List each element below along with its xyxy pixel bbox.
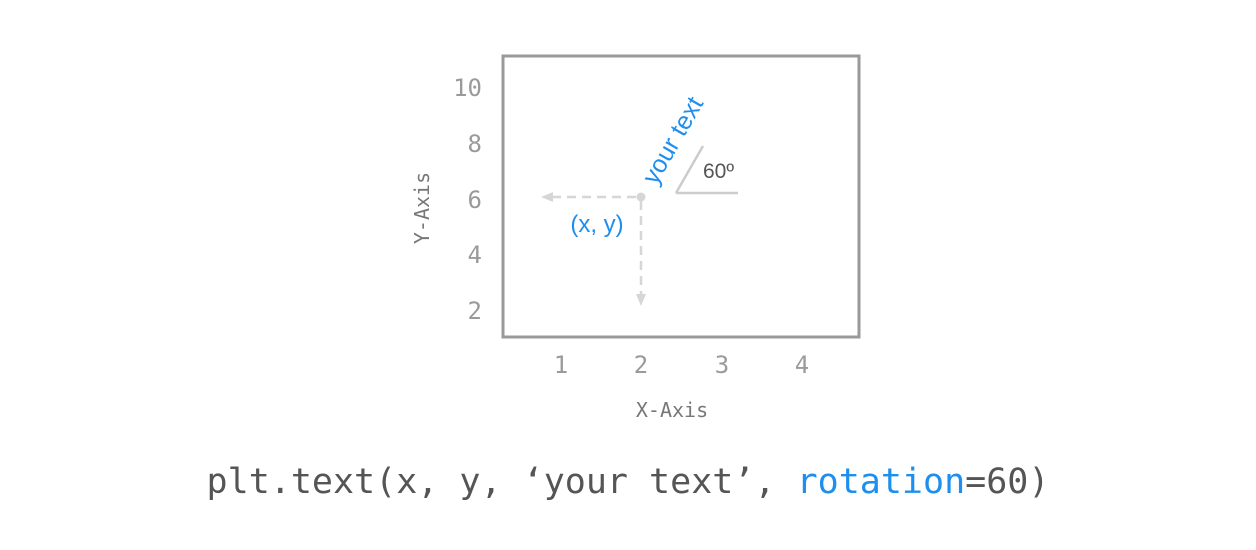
down-arrowhead-icon xyxy=(636,294,646,306)
anchor-point xyxy=(636,192,646,202)
y-tick-label: 10 xyxy=(453,74,482,102)
plot-frame xyxy=(501,54,861,339)
code-example: plt.text(x, y, ‘your text’, rotation=60) xyxy=(0,462,1256,502)
y-tick-label: 2 xyxy=(468,297,482,325)
angle-slanted-line xyxy=(674,145,705,194)
x-tick-labels: 1 2 3 4 xyxy=(554,351,809,379)
x-tick-label: 2 xyxy=(634,351,648,379)
rotated-text: your text xyxy=(637,92,709,189)
y-tick-labels: 10 8 6 4 2 xyxy=(453,74,482,325)
code-keyword: rotation xyxy=(796,462,966,502)
y-axis-label: Y-Axis xyxy=(410,172,434,244)
y-tick-label: 6 xyxy=(468,186,482,214)
x-tick-label: 4 xyxy=(795,351,809,379)
x-tick-label: 3 xyxy=(715,351,729,379)
left-arrowhead-icon xyxy=(541,192,553,202)
point-label: (x, y) xyxy=(570,211,623,238)
code-prefix: plt.text(x, y, ‘your text’, xyxy=(206,462,797,502)
x-axis-label: X-Axis xyxy=(636,398,708,422)
y-tick-label: 4 xyxy=(468,241,482,269)
code-suffix: =60) xyxy=(965,462,1050,502)
x-tick-label: 1 xyxy=(554,351,568,379)
y-tick-label: 8 xyxy=(468,130,482,158)
angle-label: 60º xyxy=(703,160,734,183)
angle-indicator: 60º xyxy=(674,145,738,195)
